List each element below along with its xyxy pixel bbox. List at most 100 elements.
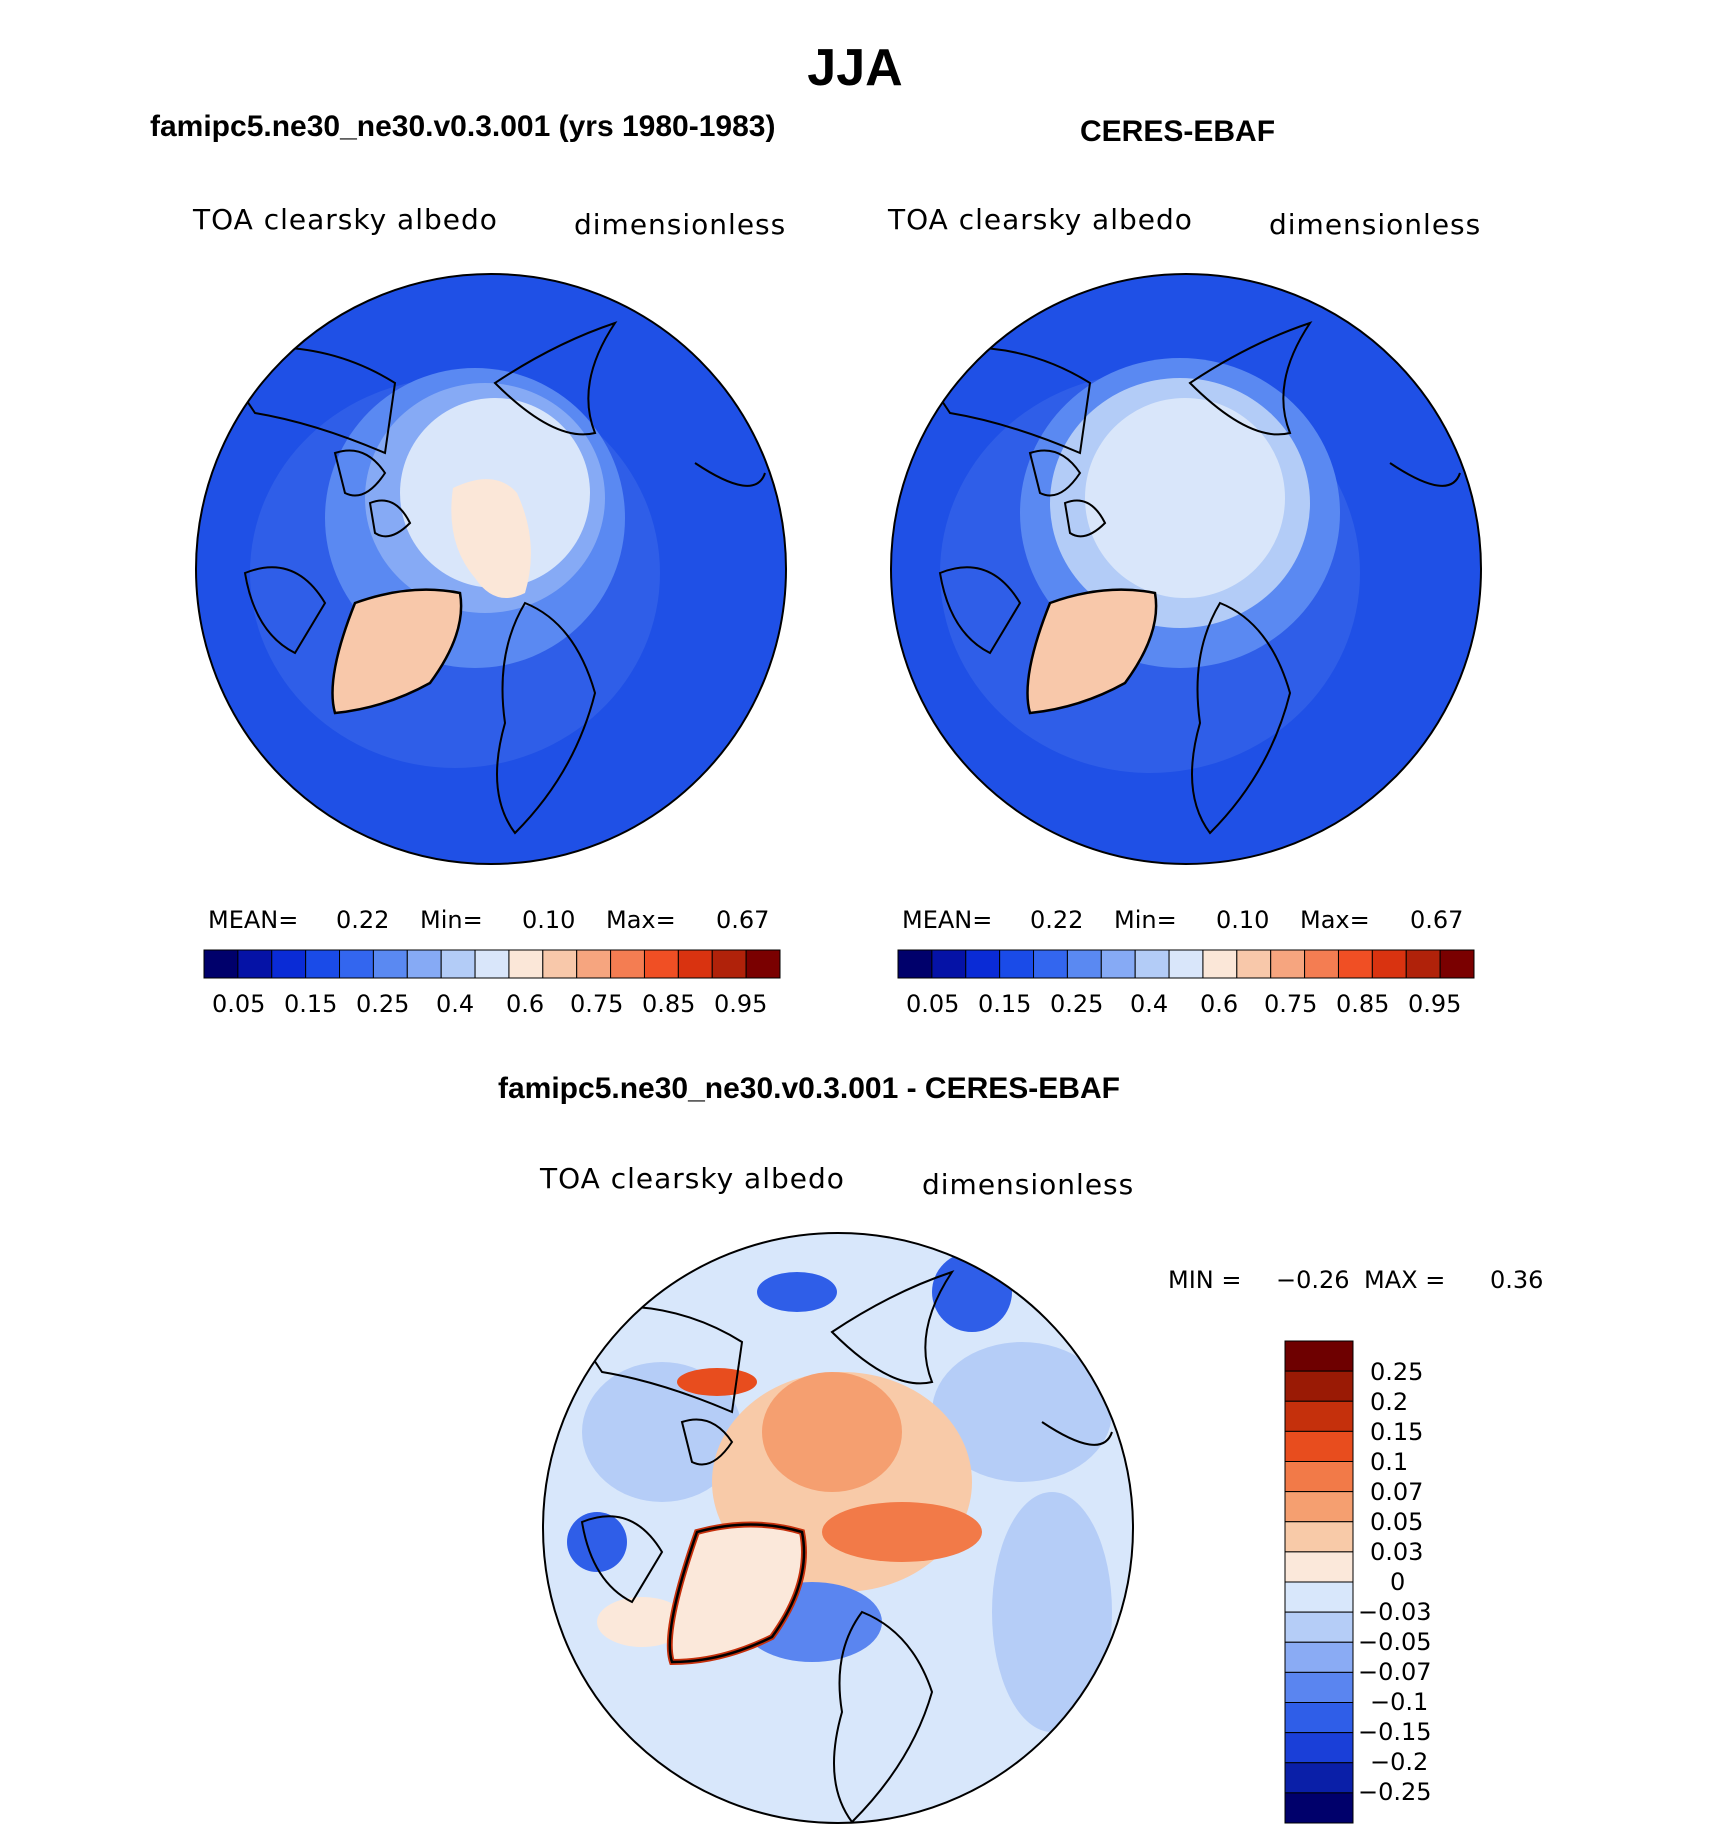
cbar3-tick: 0.05 [1370, 1508, 1424, 1536]
colorbar-swatch [1134, 949, 1170, 979]
cbar3-tick: −0.03 [1358, 1598, 1432, 1626]
panel2-max-label: Max= [1300, 906, 1370, 934]
cbar2-tick: 0.15 [978, 990, 1032, 1018]
panel1-max-label: Max= [606, 906, 676, 934]
colorbar-swatch [711, 949, 747, 979]
panel2-units: dimensionless [1269, 208, 1482, 241]
panel1-variable: TOA clearsky albedo [193, 203, 498, 236]
colorbar-swatch [440, 949, 476, 979]
panel2-min: 0.10 [1216, 906, 1270, 934]
panel1-mean-label: MEAN= [208, 906, 299, 934]
colorbar-swatch [643, 949, 679, 979]
colorbar-swatch [542, 949, 578, 979]
colorbar-swatch [271, 949, 307, 979]
colorbar-swatch [1033, 949, 1068, 979]
cbar1-tick: 0.15 [284, 990, 338, 1018]
colorbar-swatch [745, 949, 781, 979]
cbar3-tick: −0.25 [1358, 1778, 1432, 1806]
cbar1-tick: 0.75 [570, 990, 624, 1018]
colorbar-swatch [1284, 1581, 1354, 1613]
cbar1-tick: 0.85 [642, 990, 696, 1018]
colorbar-swatch [1284, 1340, 1354, 1372]
colorbar-swatch [1439, 949, 1475, 979]
cbar3-tick: −0.07 [1358, 1658, 1432, 1686]
colorbar-swatch [372, 949, 408, 979]
cbar3-tick: 0.03 [1370, 1538, 1424, 1566]
panel2-title: CERES-EBAF [1080, 115, 1276, 148]
colorbar-swatch [1284, 1611, 1354, 1643]
panel2-mean-label: MEAN= [902, 906, 993, 934]
colorbar-swatch [1284, 1491, 1354, 1523]
map-difference [542, 1232, 1134, 1824]
cbar2-tick: 0.95 [1408, 990, 1462, 1018]
panel1-max: 0.67 [716, 906, 770, 934]
colorbar-swatch [508, 949, 544, 979]
cbar1-tick: 0.6 [506, 990, 545, 1018]
diff-min-label: MIN = [1168, 1266, 1242, 1294]
colorbar-swatch [1284, 1702, 1354, 1734]
cbar1-tick: 0.4 [436, 990, 475, 1018]
colorbar-swatch [1284, 1521, 1354, 1553]
colorbar-swatch [897, 949, 933, 979]
colorbar-swatch [1284, 1732, 1354, 1764]
colorbar-swatch [965, 949, 1001, 979]
map-obs [890, 273, 1482, 865]
cbar3-tick: 0.2 [1370, 1388, 1409, 1416]
colorbar-swatch [1168, 949, 1204, 979]
colorbar-obs [897, 949, 1475, 979]
colorbar-swatch [1284, 1671, 1354, 1703]
diff-variable: TOA clearsky albedo [540, 1162, 845, 1195]
cbar1-tick: 0.05 [212, 990, 266, 1018]
cbar2-tick: 0.6 [1200, 990, 1239, 1018]
cbar3-tick: 0 [1390, 1568, 1406, 1596]
colorbar-model [203, 949, 781, 979]
colorbar-swatch [474, 949, 510, 979]
cbar2-tick: 0.4 [1130, 990, 1169, 1018]
panel2-max: 0.67 [1410, 906, 1464, 934]
panel2-mean: 0.22 [1030, 906, 1084, 934]
cbar3-tick: −0.2 [1370, 1748, 1429, 1776]
cbar3-tick: −0.1 [1370, 1688, 1429, 1716]
map-model [195, 273, 787, 865]
colorbar-swatch [237, 949, 273, 979]
colorbar-swatch [1066, 949, 1102, 979]
colorbar-swatch [610, 949, 645, 979]
figure-title: JJA [807, 39, 903, 97]
colorbar-swatch [406, 949, 442, 979]
cbar3-tick: 0.15 [1370, 1418, 1424, 1446]
panel1-units: dimensionless [574, 208, 787, 241]
diff-units: dimensionless [922, 1168, 1135, 1201]
colorbar-difference [1284, 1340, 1354, 1824]
colorbar-swatch [305, 949, 341, 979]
colorbar-swatch [1405, 949, 1441, 979]
diff-max: 0.36 [1490, 1266, 1544, 1294]
cbar3-tick: 0.25 [1370, 1358, 1424, 1386]
colorbar-swatch [1270, 949, 1306, 979]
panel1-min-label: Min= [420, 906, 483, 934]
colorbar-swatch [1284, 1551, 1354, 1583]
cbar1-tick: 0.95 [714, 990, 768, 1018]
colorbar-swatch [677, 949, 713, 979]
colorbar-swatch [1284, 1641, 1354, 1673]
colorbar-swatch [339, 949, 374, 979]
colorbar-swatch [1304, 949, 1339, 979]
cbar3-tick: −0.05 [1358, 1628, 1432, 1656]
cbar2-tick: 0.85 [1336, 990, 1390, 1018]
colorbar-swatch [931, 949, 967, 979]
colorbar-swatch [1284, 1370, 1354, 1402]
cbar3-tick: −0.15 [1358, 1718, 1432, 1746]
panel1-title: famipc5.ne30_ne30.v0.3.001 (yrs 1980-198… [150, 110, 776, 143]
colorbar-swatch [1284, 1762, 1354, 1794]
colorbar-swatch [203, 949, 239, 979]
colorbar-swatch [1284, 1400, 1354, 1432]
colorbar-swatch [1337, 949, 1373, 979]
colorbar-swatch [1284, 1461, 1354, 1493]
diff-max-label: MAX = [1364, 1266, 1446, 1294]
colorbar-swatch [1100, 949, 1136, 979]
cbar3-tick: 0.1 [1370, 1448, 1409, 1476]
colorbar-swatch [1371, 949, 1407, 979]
colorbar-swatch [1202, 949, 1238, 979]
colorbar-swatch [1284, 1792, 1354, 1824]
colorbar-swatch [1284, 1430, 1354, 1462]
cbar2-tick: 0.75 [1264, 990, 1318, 1018]
